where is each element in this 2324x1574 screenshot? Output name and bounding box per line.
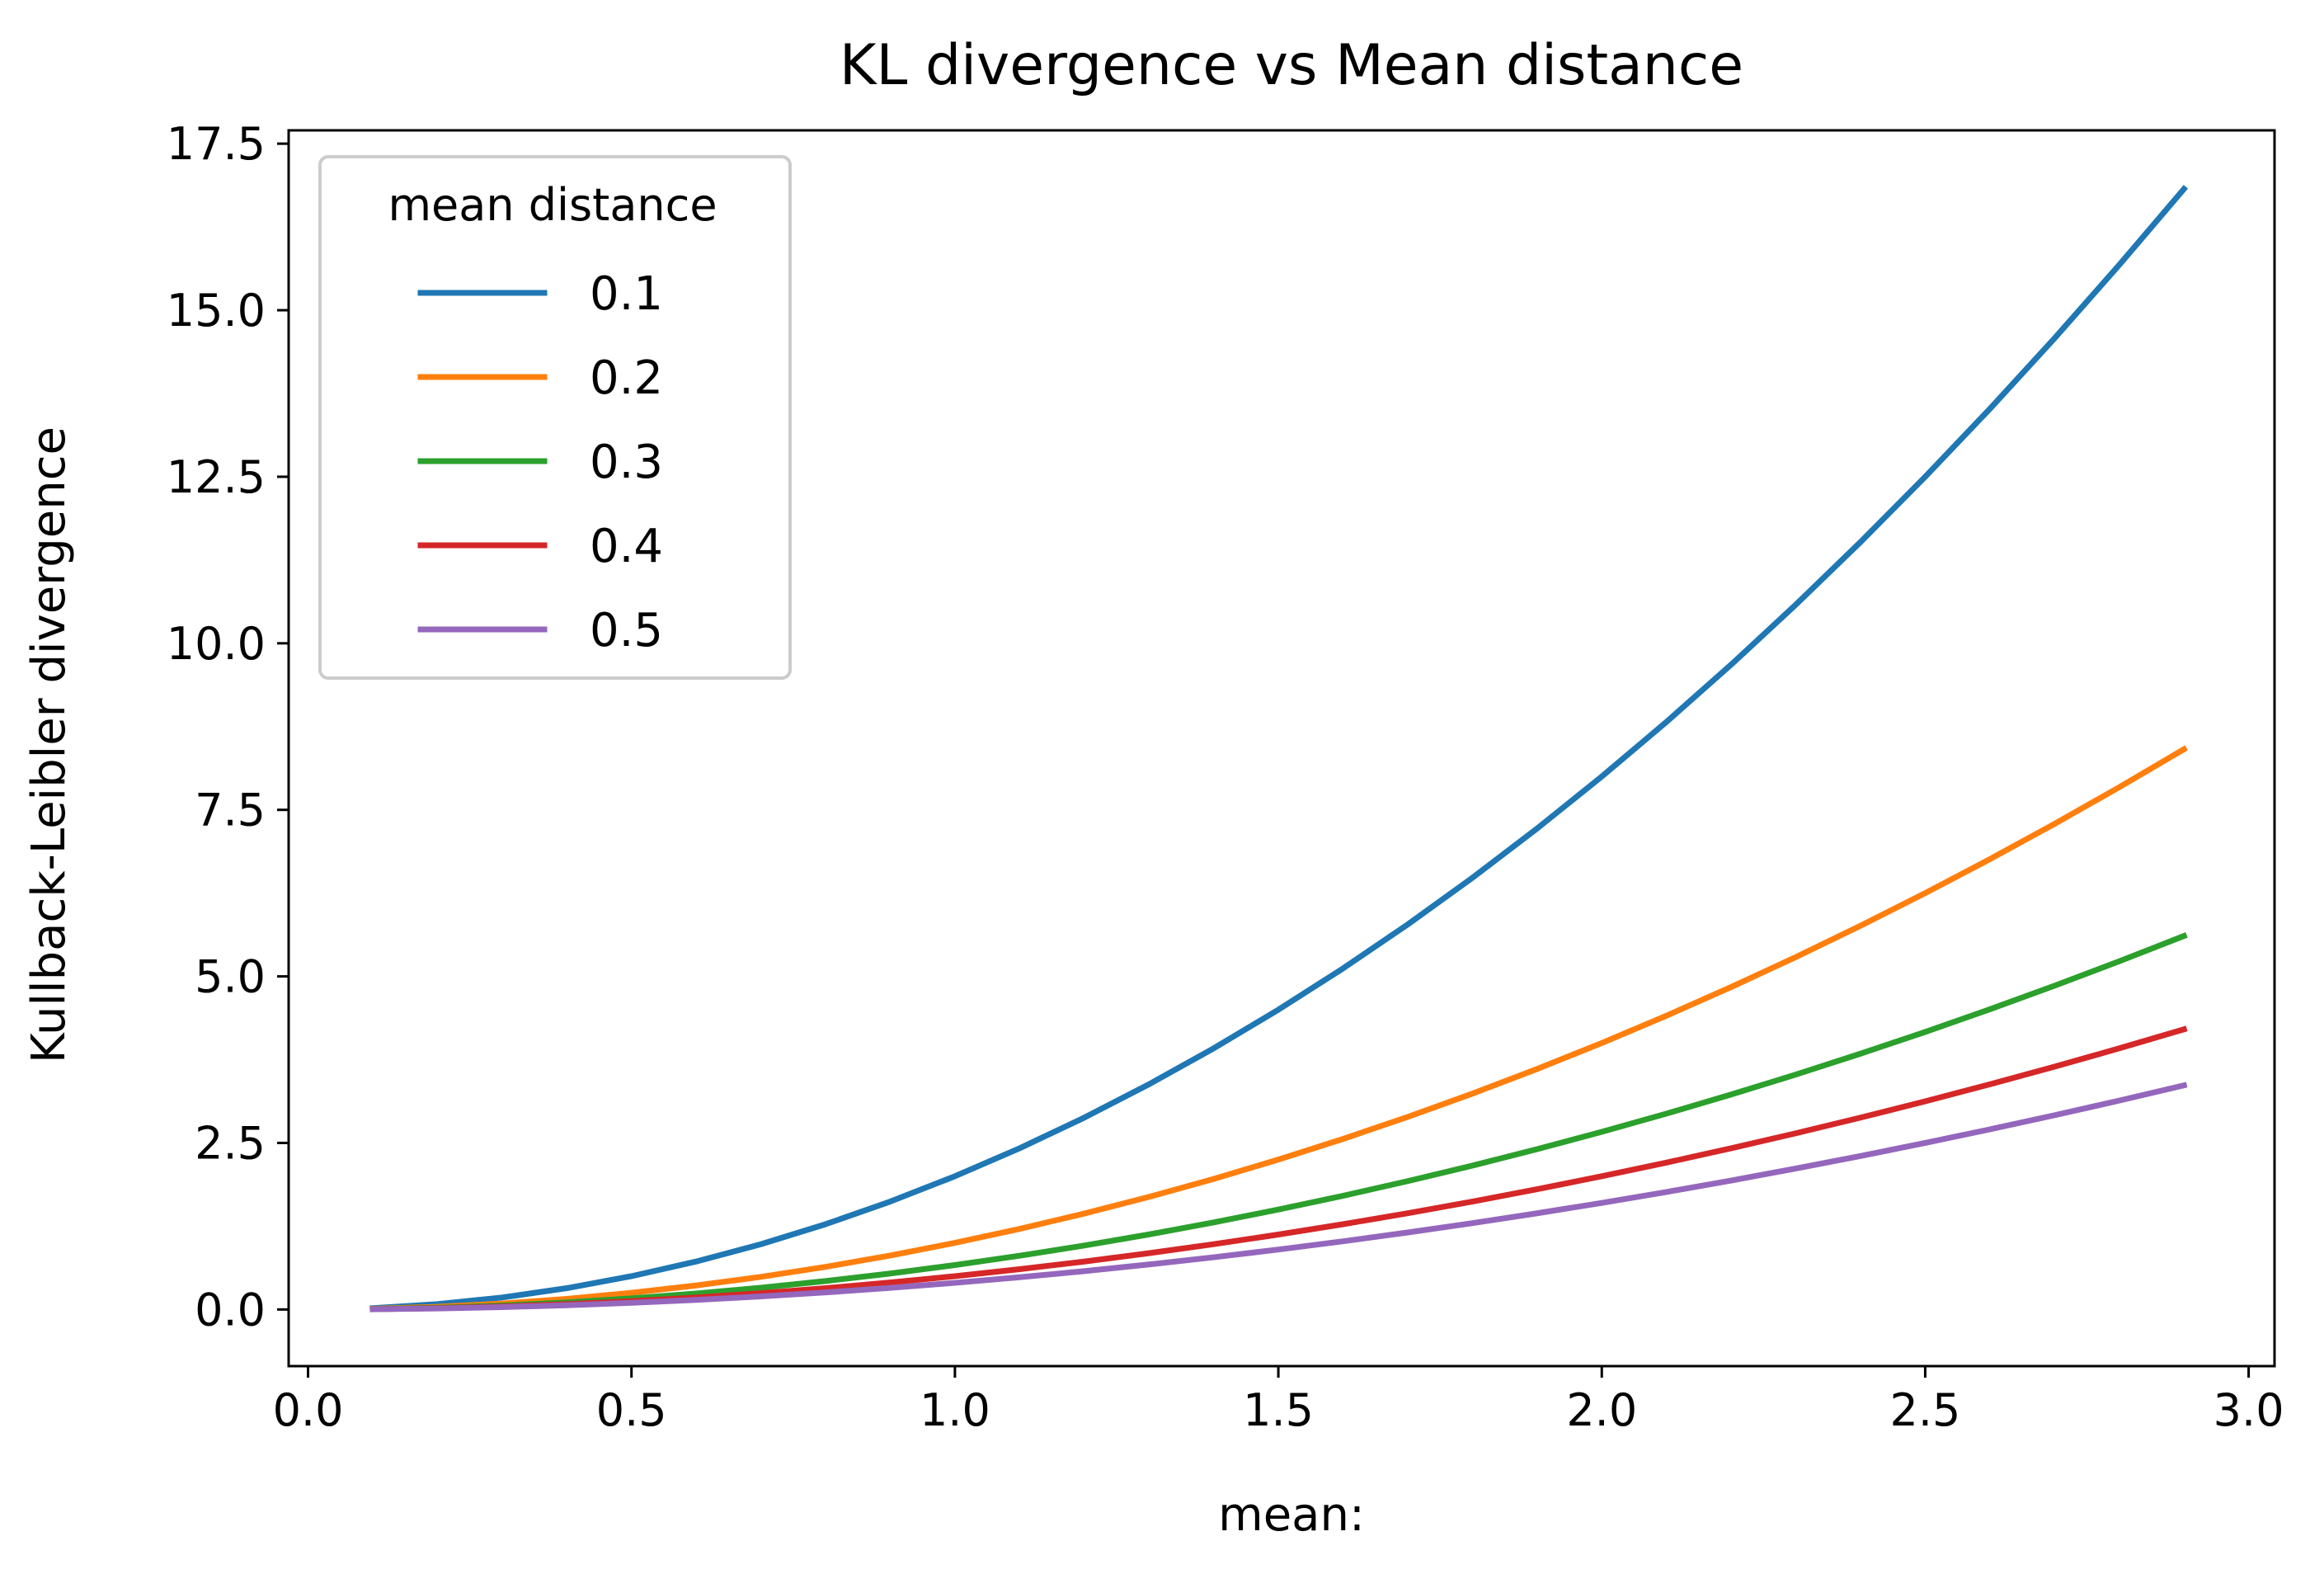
series-line-0.5 — [369, 1082, 2188, 1312]
legend-box — [318, 155, 792, 680]
axis-layer: 0.0 0.5 1.0 1.5 2.0 2.5 3.0 0.0 2.5 5.0 7.5 10.0 12.… — [167, 118, 2284, 1436]
y-tick-label-15.0: 15.0 — [167, 285, 266, 337]
legend-label-0.2: 0.2 — [590, 351, 663, 405]
y-tick-label-0.0: 0.0 — [195, 1284, 266, 1336]
legend-title: mean distance — [388, 179, 717, 231]
plot-layer — [369, 185, 2189, 1312]
y-tick-label-17.5: 17.5 — [167, 118, 266, 170]
plot-frame — [287, 129, 2276, 1368]
x-tick-label-0.0: 0.0 — [273, 1384, 344, 1436]
x-tick-label-0.5: 0.5 — [596, 1384, 667, 1436]
y-tick-label-5.0: 5.0 — [195, 951, 266, 1003]
x-tick-label-3.0: 3.0 — [2213, 1384, 2284, 1436]
legend-label-0.5: 0.5 — [590, 604, 663, 657]
series-line-0.2 — [369, 745, 2188, 1312]
series-line-0.1 — [369, 185, 2189, 1312]
legend-label-0.3: 0.3 — [590, 436, 663, 489]
y-tick-label-10.0: 10.0 — [167, 618, 266, 670]
legend-items: 0.1 0.2 0.3 0.4 0.5 — [417, 267, 663, 657]
series-line-0.3 — [369, 932, 2188, 1312]
legend: mean distance 0.1 0.2 0.3 0.4 0.5 — [318, 155, 792, 680]
x-tick-label-1.0: 1.0 — [920, 1384, 990, 1436]
y-tick-label-2.5: 2.5 — [195, 1117, 266, 1169]
x-tick-label-2.0: 2.0 — [1566, 1384, 1637, 1436]
legend-label-0.1: 0.1 — [590, 267, 663, 321]
y-tick-label-7.5: 7.5 — [195, 785, 266, 836]
y-axis-label: Kullback-Leibler divergence — [22, 426, 76, 1063]
x-axis-label: mean: — [1218, 1488, 1365, 1542]
x-tick-label-2.5: 2.5 — [1889, 1384, 1960, 1436]
y-tick-label-12.5: 12.5 — [167, 451, 266, 503]
x-tick-label-1.5: 1.5 — [1243, 1384, 1314, 1436]
chart-title: KL divergence vs Mean distance — [840, 33, 1743, 98]
legend-label-0.4: 0.4 — [590, 520, 663, 573]
